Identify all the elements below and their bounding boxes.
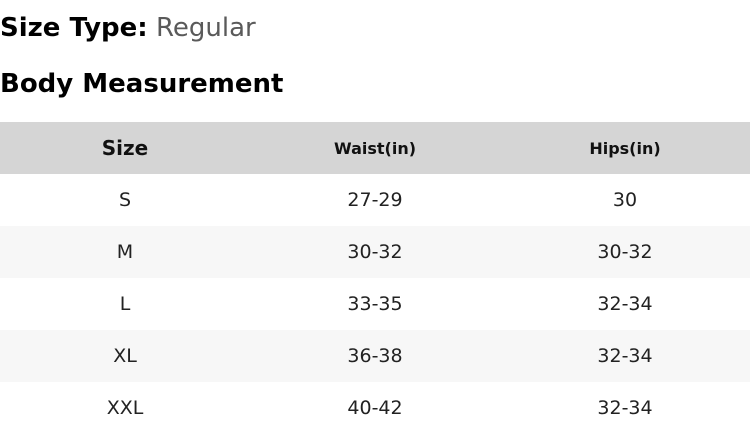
cell-size: XXL <box>106 397 144 419</box>
cell-waist: 36-38 <box>347 345 403 367</box>
cell-hips: 30-32 <box>597 241 653 263</box>
table-row: M 30-32 30-32 <box>0 226 750 278</box>
cell-size: L <box>119 293 131 315</box>
table-row: S 27-29 30 <box>0 174 750 226</box>
cell-waist: 30-32 <box>347 241 403 263</box>
cell-waist: 27-29 <box>347 189 403 211</box>
cell-hips: 32-34 <box>597 397 653 419</box>
cell-size: M <box>116 241 134 263</box>
section-heading: Body Measurement <box>0 69 284 99</box>
cell-waist: 33-35 <box>347 293 403 315</box>
cell-hips: 30 <box>612 189 638 211</box>
cell-size: S <box>118 189 132 211</box>
cell-size: XL <box>113 345 137 367</box>
header-size: Size <box>101 136 149 160</box>
size-type: Size Type: Regular <box>0 12 256 44</box>
table-header-row: Size Waist(in) Hips(in) <box>0 122 750 174</box>
header-hips: Hips(in) <box>589 138 661 158</box>
cell-waist: 40-42 <box>347 397 403 419</box>
header-waist: Waist(in) <box>333 138 417 158</box>
size-chart-table: Size Waist(in) Hips(in) S 27-29 30 M 30-32 30… <box>0 122 750 434</box>
cell-hips: 32-34 <box>597 293 653 315</box>
table-row: L 33-35 32-34 <box>0 278 750 330</box>
table-row: XXL 40-42 32-34 <box>0 382 750 434</box>
table-row: XL 36-38 32-34 <box>0 330 750 382</box>
cell-hips: 32-34 <box>597 345 653 367</box>
size-type-value: Regular <box>155 13 256 43</box>
size-type-label: Size Type: <box>0 13 148 43</box>
